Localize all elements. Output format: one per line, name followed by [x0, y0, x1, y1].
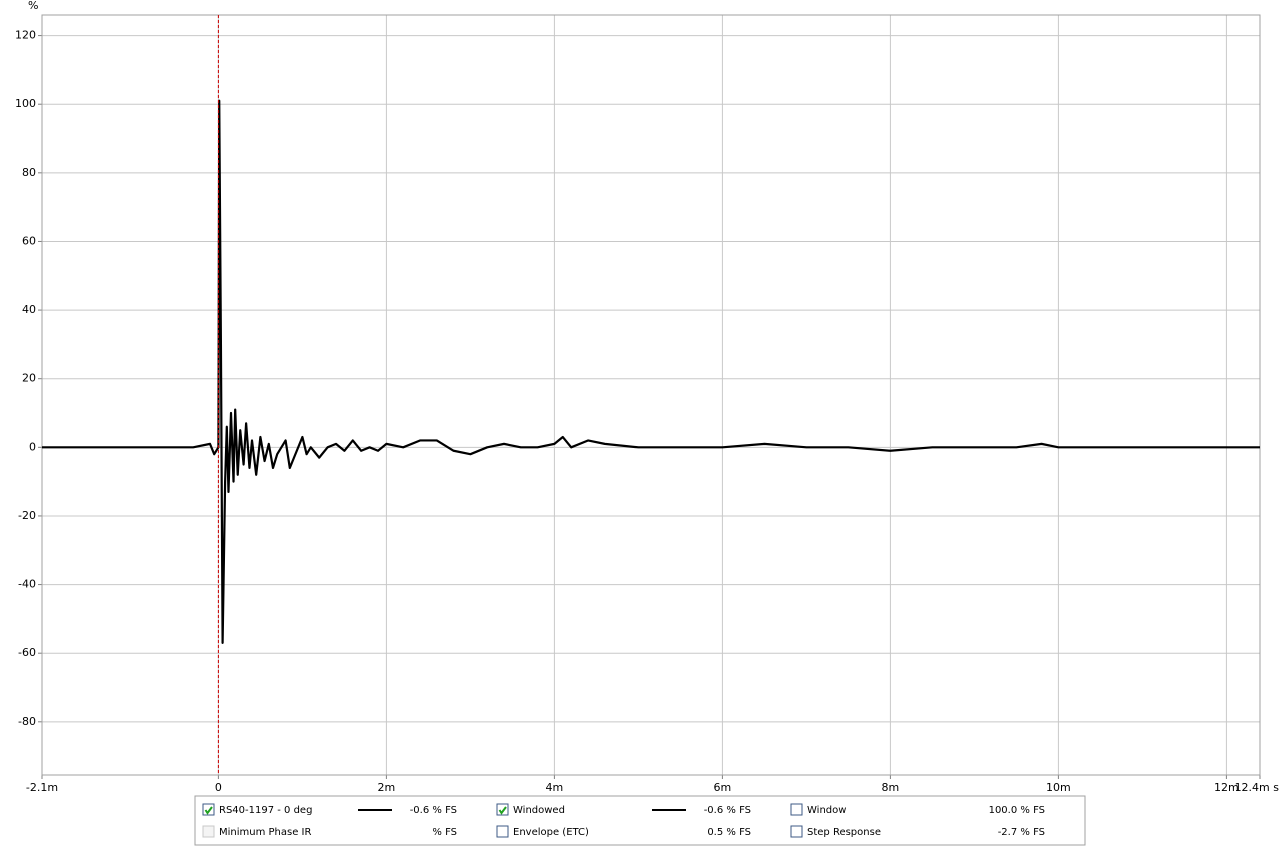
- legend-readout: -2.7 % FS: [998, 827, 1045, 838]
- plot-area: [41, 14, 1261, 776]
- checkmark: [498, 806, 507, 815]
- x-tick-label: 10m: [1046, 781, 1071, 794]
- legend-panel: [194, 795, 1086, 846]
- legend-label: Window: [807, 805, 846, 816]
- y-tick-label: 20: [22, 372, 36, 385]
- y-tick-label: 100: [15, 97, 36, 110]
- x-tick-label: 12.4m s: [1235, 781, 1280, 794]
- legend-readout: -0.6 % FS: [410, 805, 457, 816]
- y-tick-label: -80: [18, 715, 36, 728]
- x-tick-label: 0: [215, 781, 222, 794]
- checkmark: [204, 806, 213, 815]
- x-tick-label: 12m: [1214, 781, 1239, 794]
- checkbox[interactable]: [790, 825, 803, 838]
- legend-label: RS40-1197 - 0 deg: [219, 805, 312, 816]
- legend-readout: % FS: [432, 827, 457, 838]
- x-tick-label: -2.1m: [26, 781, 58, 794]
- checkbox[interactable]: [496, 825, 509, 838]
- checkbox[interactable]: [790, 803, 803, 816]
- plot-frame: [41, 14, 1261, 776]
- x-tick-label: 2m: [378, 781, 396, 794]
- legend-label: Windowed: [513, 805, 565, 816]
- legend-readout: 0.5 % FS: [707, 827, 751, 838]
- trace: [42, 99, 1260, 644]
- legend-readout: -0.6 % FS: [704, 805, 751, 816]
- legend-label: Envelope (ETC): [513, 827, 589, 838]
- legend-readout: 100.0 % FS: [989, 805, 1045, 816]
- y-tick-label: -40: [18, 578, 36, 591]
- x-tick-label: 6m: [714, 781, 732, 794]
- x-tick-label: 4m: [546, 781, 564, 794]
- y-tick-label: 0: [29, 440, 36, 453]
- legend-label: Step Response: [807, 827, 881, 838]
- y-tick-label: 80: [22, 166, 36, 179]
- y-tick-label: 60: [22, 234, 36, 247]
- checkbox: [202, 825, 215, 838]
- checkbox[interactable]: [496, 803, 509, 816]
- legend-label: Minimum Phase IR: [219, 827, 312, 838]
- y-axis-label: %: [28, 0, 38, 12]
- y-tick-label: 40: [22, 303, 36, 316]
- y-tick-label: 120: [15, 29, 36, 42]
- y-tick-label: -60: [18, 646, 36, 659]
- x-tick-label: 8m: [882, 781, 900, 794]
- checkbox[interactable]: [202, 803, 215, 816]
- y-tick-label: -20: [18, 509, 36, 522]
